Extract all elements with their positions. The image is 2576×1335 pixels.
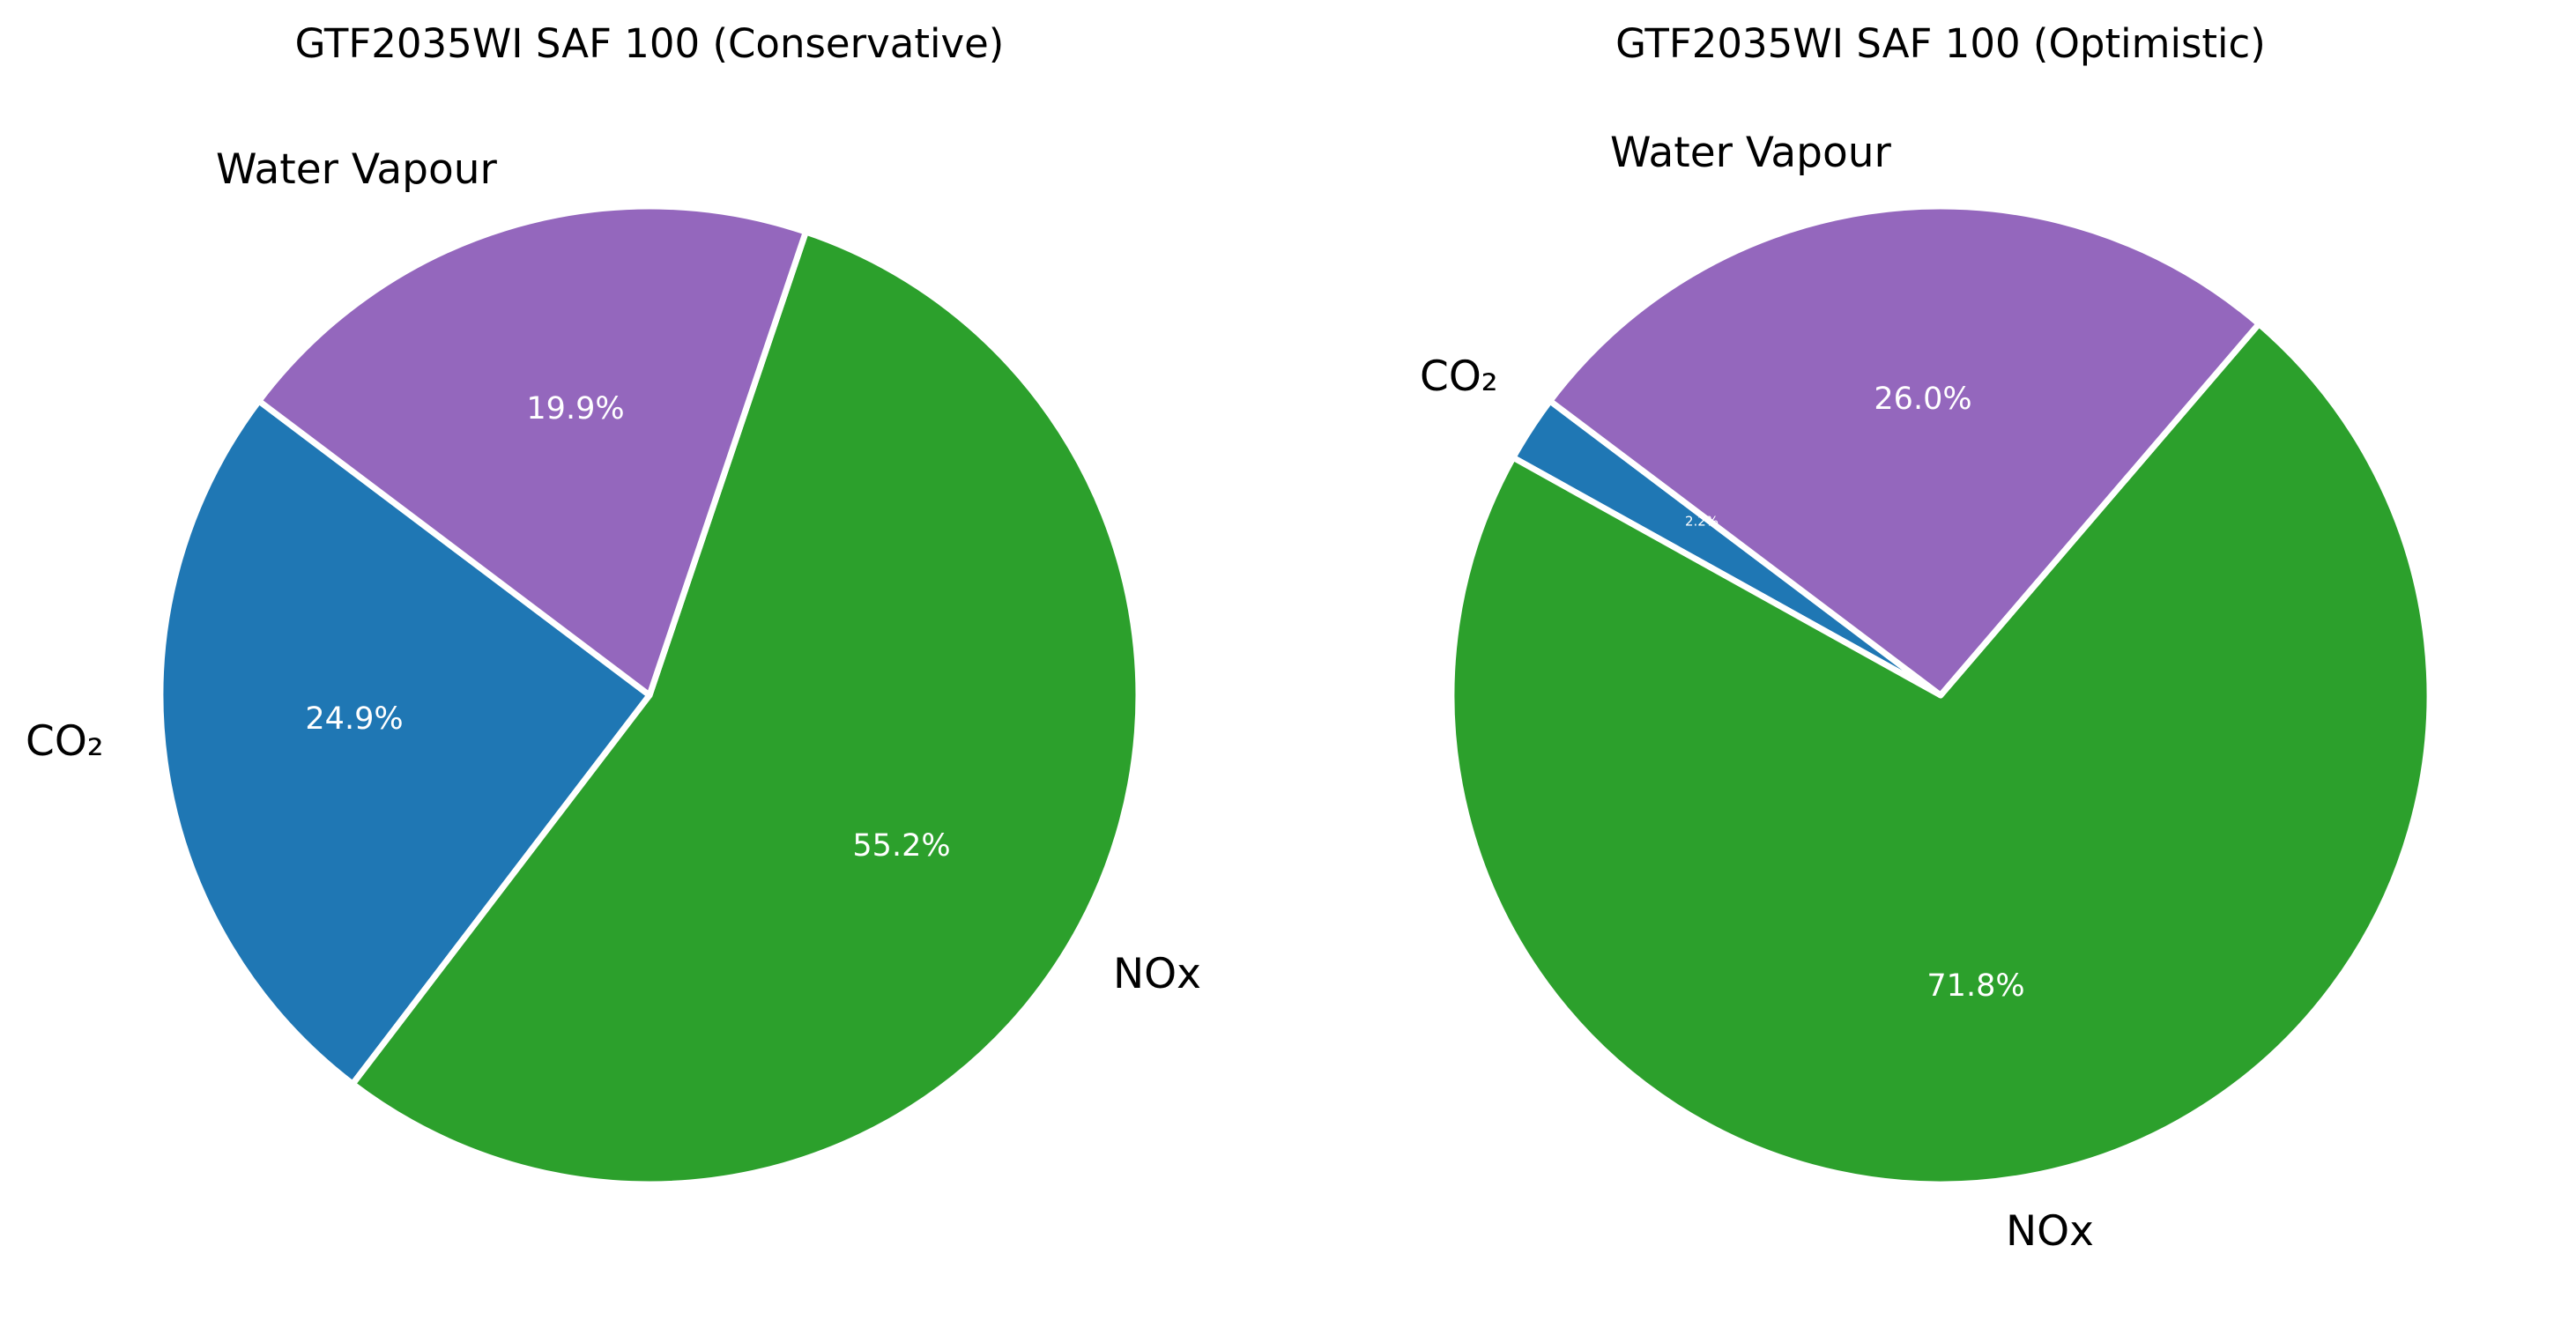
slice-nox [349,228,1142,1188]
slices-group [1448,203,2433,1188]
value-label-nox: 71.8% [1926,968,2024,1004]
value-label-co2: 24.9% [305,701,403,737]
category-label-co2: CO₂ [26,717,104,766]
pie-chart-conservative: GTF2035WI SAF 100 (Conservative) CO₂ NOx… [26,20,1201,1188]
chart-title: GTF2035WI SAF 100 (Optimistic) [1615,20,2266,67]
category-label-nox: NOx [2006,1207,2094,1256]
slice-co2 [157,397,653,1087]
slice-nox [1448,321,2433,1188]
value-label-water-vapour: 26.0% [1874,382,1971,417]
chart-title: GTF2035WI SAF 100 (Conservative) [295,20,1005,67]
category-label-water-vapour: Water Vapour [216,145,498,194]
value-label-water-vapour: 19.9% [526,391,624,426]
value-label-co2: 2.2% [1685,514,1719,530]
category-label-water-vapour: Water Vapour [1610,129,1892,177]
slices-group [157,203,1142,1188]
category-label-co2: CO₂ [1420,352,1498,401]
pie-chart-optimistic: GTF2035WI SAF 100 (Optimistic) CO₂ NOx W… [1420,20,2433,1256]
slice-water-vapour [1547,203,2262,699]
category-label-nox: NOx [1113,950,1201,998]
slice-water-vapour [256,203,809,699]
value-label-nox: 55.2% [852,828,950,864]
